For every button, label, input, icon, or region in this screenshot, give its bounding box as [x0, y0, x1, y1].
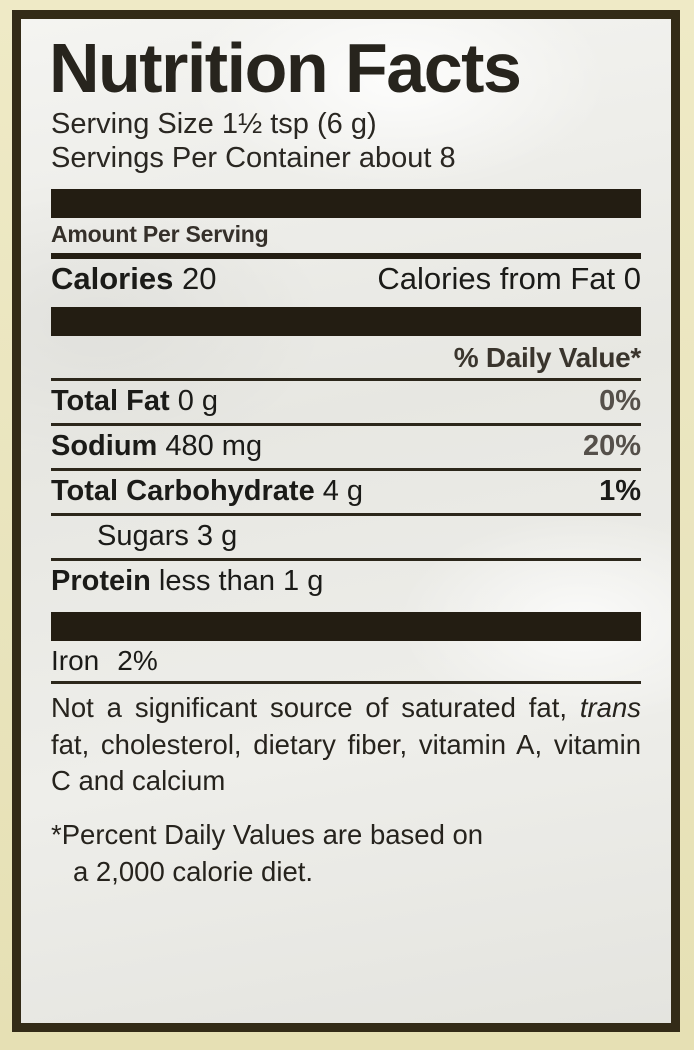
nutrient-name: Total Fat [51, 385, 170, 418]
nutrient-name: Protein [51, 564, 151, 597]
nutrient-left-group: Total Fat 0 g [51, 384, 218, 419]
nutrient-amount: less than 1 g [158, 564, 324, 597]
nutrient-daily-value: 1% [599, 475, 641, 508]
nutrition-facts-panel: Nutrition Facts Serving Size 1½ tsp (6 g… [21, 19, 671, 1023]
amount-per-serving-label: Amount Per Serving [51, 221, 269, 248]
calories-row: Calories 20 Calories from Fat 0 [51, 259, 641, 297]
daily-value-header: % Daily Value* [453, 342, 642, 374]
footnote-daily-values: *Percent Daily Values are based on a 2,00… [51, 817, 641, 890]
footnote-part-b: fat, cholesterol, dietary fiber, vitamin… [51, 728, 641, 797]
nutrient-amount: 4 g [322, 475, 364, 508]
nutrient-name: Total Carbohydrate [51, 475, 315, 508]
calories-label: Calories [51, 261, 174, 297]
nutrient-amount: 480 mg [165, 430, 263, 463]
table-row: Sodium 480 mg 20% [51, 426, 641, 464]
serving-size-text: Serving Size 1½ tsp (6 g) [51, 108, 377, 140]
calories-left-group: Calories 20 [51, 261, 216, 297]
nutrient-left-group: Protein less than 1 g [51, 564, 323, 599]
table-row: Total Fat 0 g 0% [51, 381, 641, 419]
footnote-trans-italic: trans [579, 692, 641, 724]
footnote-dv-line-1: *Percent Daily Values are based on [51, 819, 484, 851]
divider-thick-above-daily-value [51, 307, 641, 337]
table-row: Protein less than 1 g [51, 561, 641, 599]
nutrient-name: Sodium [51, 430, 158, 463]
nutrient-name: Sugars [97, 519, 189, 552]
nutrient-amount: 3 g [196, 519, 238, 552]
nutrient-daily-value: 0% [599, 385, 641, 418]
vitamin-value: 2% [117, 645, 158, 677]
nutrient-left-group: Sugars 3 g [51, 519, 237, 554]
nutrient-amount: 0 g [177, 385, 219, 418]
servings-per-container-text: Servings Per Container about 8 [51, 142, 456, 175]
divider-above-footnote [51, 681, 641, 685]
footnote-not-significant-source: Not a significant source of saturated fa… [51, 690, 641, 799]
footnote-dv-line-2: a 2,000 calorie diet. [73, 855, 314, 887]
nutrient-left-group: Sodium 480 mg [51, 429, 262, 464]
footnote-part-a: Not a significant source of saturated fa… [51, 692, 580, 724]
vitamin-name: Iron [51, 645, 100, 677]
table-row: Total Carbohydrate 4 g 1% [51, 471, 641, 509]
label-border-frame: Nutrition Facts Serving Size 1½ tsp (6 g… [12, 10, 680, 1032]
nutrient-daily-value: 20% [582, 430, 641, 463]
page-title: Nutrition Facts [49, 29, 522, 107]
divider-thick-above-vitamins [51, 612, 641, 642]
vitamin-row-iron: Iron 2% [51, 645, 641, 677]
calories-from-fat-text: Calories from Fat 0 [377, 261, 641, 297]
divider-thick-top [51, 189, 641, 219]
nutrient-left-group: Total Carbohydrate 4 g [51, 474, 363, 509]
calories-value: 20 [181, 261, 217, 297]
table-row: Sugars 3 g [51, 516, 641, 554]
